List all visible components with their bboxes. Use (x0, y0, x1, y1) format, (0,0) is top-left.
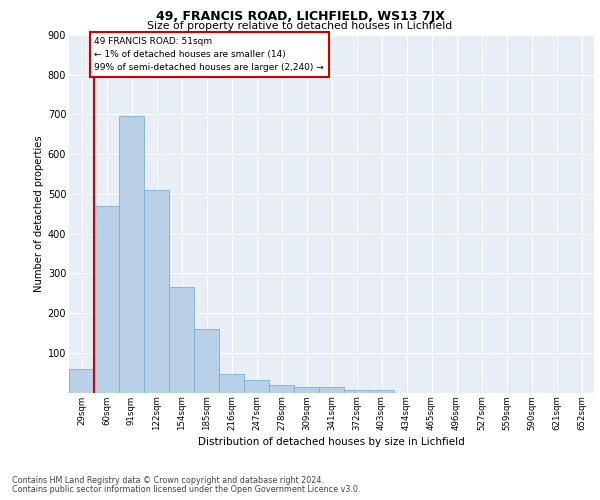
Text: Contains HM Land Registry data © Crown copyright and database right 2024.: Contains HM Land Registry data © Crown c… (12, 476, 324, 485)
Bar (69, 368, 94, 392)
Bar (144, 190, 169, 392)
Bar (319, 386, 344, 392)
Y-axis label: Number of detached properties: Number of detached properties (34, 136, 44, 292)
Text: 49, FRANCIS ROAD, LICHFIELD, WS13 7JX: 49, FRANCIS ROAD, LICHFIELD, WS13 7JX (155, 10, 445, 23)
Bar (169, 287, 194, 393)
Bar (119, 116, 144, 392)
Bar (269, 384, 294, 392)
Bar (344, 390, 369, 392)
Bar (244, 380, 269, 392)
Bar (219, 374, 244, 392)
Text: 49 FRANCIS ROAD: 51sqm
← 1% of detached houses are smaller (14)
99% of semi-deta: 49 FRANCIS ROAD: 51sqm ← 1% of detached … (95, 37, 324, 72)
Bar (294, 386, 319, 392)
Text: Contains public sector information licensed under the Open Government Licence v3: Contains public sector information licen… (12, 485, 361, 494)
Bar (94, 206, 119, 392)
X-axis label: Distribution of detached houses by size in Lichfield: Distribution of detached houses by size … (198, 437, 465, 447)
Bar (194, 329, 219, 392)
Text: Size of property relative to detached houses in Lichfield: Size of property relative to detached ho… (148, 21, 452, 31)
Bar (369, 390, 394, 392)
